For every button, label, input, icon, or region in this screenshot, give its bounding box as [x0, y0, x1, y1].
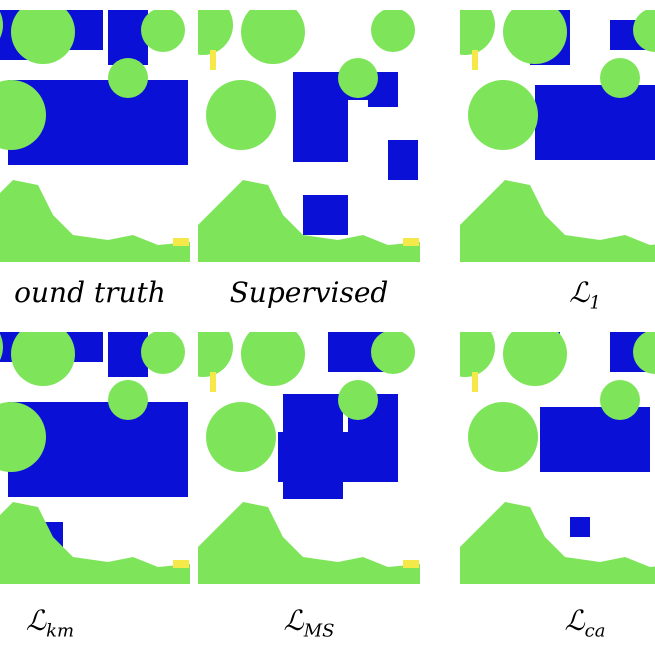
vegetation [460, 180, 655, 262]
vegetation [108, 58, 148, 98]
vegetation [0, 333, 3, 361]
caption-text: ℒ [569, 276, 590, 309]
segmentation-map [0, 332, 190, 585]
vegetation [141, 332, 185, 374]
vegetation [241, 10, 305, 64]
caption-text: ℒ [25, 604, 47, 637]
caption-subscript: ca [584, 620, 606, 642]
segmentation-map [198, 332, 420, 585]
road [210, 372, 216, 392]
caption-text: Supervised [229, 276, 389, 309]
caption-text: ℒ [564, 604, 585, 637]
building [278, 432, 398, 482]
vegetation [206, 80, 276, 150]
vegetation [460, 502, 655, 584]
road [403, 560, 419, 568]
road [472, 50, 478, 70]
caption: ℒMS [198, 604, 420, 642]
vegetation [503, 332, 567, 386]
building [303, 195, 348, 235]
vegetation [371, 332, 415, 374]
road [472, 372, 478, 392]
road [403, 238, 419, 246]
vegetation [338, 58, 378, 98]
building [328, 332, 368, 372]
caption: ℒkm [0, 604, 155, 642]
vegetation [0, 402, 46, 472]
vegetation [198, 502, 420, 584]
vegetation [0, 80, 46, 150]
road [173, 560, 189, 568]
vegetation [460, 332, 495, 377]
building [108, 10, 148, 65]
segmentation-map [198, 10, 420, 262]
vegetation [11, 332, 75, 386]
building [640, 120, 655, 160]
caption-text: ℒ [283, 604, 304, 637]
vegetation [460, 10, 495, 55]
vegetation [108, 380, 148, 420]
vegetation [198, 180, 420, 262]
caption-subscript: km [46, 620, 75, 642]
vegetation [633, 10, 655, 52]
vegetation [198, 10, 233, 55]
vegetation [371, 10, 415, 52]
vegetation [600, 380, 640, 420]
caption-subscript: MS [303, 620, 335, 642]
vegetation [206, 402, 276, 472]
vegetation [338, 380, 378, 420]
caption-text: ound truth [14, 276, 166, 309]
vegetation [0, 502, 190, 584]
building [570, 517, 590, 537]
building [388, 140, 418, 180]
segmentation-map [460, 332, 655, 585]
caption: ound truth [0, 276, 190, 309]
vegetation [198, 332, 233, 377]
caption-subscript: 1 [589, 292, 601, 314]
building [293, 72, 348, 162]
road [210, 50, 216, 70]
caption: ℒ1 [470, 276, 655, 314]
vegetation [468, 402, 538, 472]
vegetation [600, 58, 640, 98]
vegetation [141, 10, 185, 52]
segmentation-map [460, 10, 655, 262]
vegetation [241, 332, 305, 386]
vegetation [468, 80, 538, 150]
vegetation [11, 10, 75, 64]
building [535, 85, 655, 160]
vegetation [503, 10, 567, 64]
vegetation [0, 180, 190, 262]
segmentation-map [0, 10, 190, 262]
vegetation [0, 11, 3, 39]
vegetation [633, 332, 655, 374]
caption: Supervised [198, 276, 420, 309]
caption: ℒca [470, 604, 655, 642]
road [173, 238, 189, 246]
building [540, 407, 650, 472]
